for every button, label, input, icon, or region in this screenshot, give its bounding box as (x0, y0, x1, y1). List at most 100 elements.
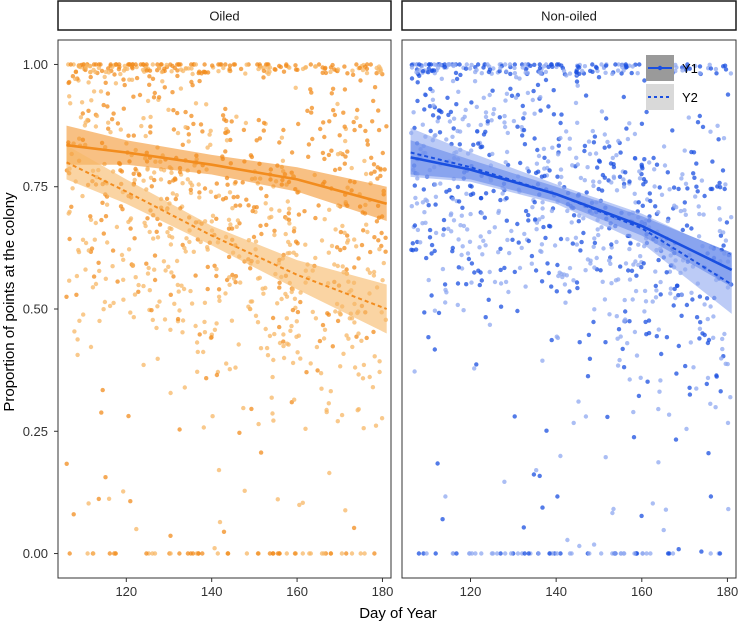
data-point (458, 72, 463, 78)
data-point (313, 255, 318, 261)
data-point (93, 124, 99, 129)
data-point (674, 371, 679, 376)
data-point (321, 120, 326, 125)
data-point (132, 177, 137, 183)
data-point (182, 385, 187, 390)
data-point (377, 369, 382, 375)
data-point (352, 265, 357, 270)
data-point (717, 228, 723, 234)
data-point (708, 551, 713, 556)
data-point (91, 89, 97, 94)
data-point (456, 237, 461, 242)
data-point (609, 281, 614, 286)
data-point (461, 308, 466, 313)
data-point (118, 168, 123, 173)
data-point (328, 389, 333, 394)
data-point (277, 208, 282, 213)
data-point (409, 76, 415, 81)
data-point (147, 74, 152, 79)
data-point (708, 66, 714, 71)
data-point (654, 334, 659, 339)
data-point (147, 229, 152, 235)
data-point (691, 150, 697, 155)
data-point (721, 136, 727, 141)
data-point (134, 75, 140, 81)
data-point (281, 69, 287, 74)
data-point (178, 67, 184, 72)
data-point (66, 211, 71, 216)
data-point (88, 217, 94, 222)
data-point (631, 435, 637, 440)
data-point (444, 137, 449, 142)
data-point (182, 245, 187, 251)
data-point (530, 97, 535, 103)
data-point (534, 161, 540, 166)
data-point (376, 108, 381, 113)
data-point (183, 125, 188, 130)
data-point (453, 70, 459, 76)
data-point (180, 181, 185, 186)
data-point (67, 551, 72, 556)
data-point (531, 88, 536, 94)
data-point (465, 227, 470, 232)
data-point (244, 62, 249, 67)
data-point (364, 222, 369, 227)
data-point (722, 331, 727, 337)
data-point (91, 62, 97, 67)
data-point (666, 412, 672, 417)
data-point (515, 124, 520, 129)
data-point (508, 551, 514, 556)
data-point (487, 322, 493, 327)
data-point (427, 235, 433, 240)
data-point (357, 65, 363, 71)
data-point (148, 175, 154, 180)
data-point (564, 273, 569, 278)
data-point (253, 313, 259, 318)
data-point (157, 299, 162, 304)
data-point (187, 239, 192, 245)
data-point (611, 175, 617, 181)
data-point (454, 76, 460, 82)
data-point (502, 479, 507, 484)
data-point (483, 114, 489, 120)
data-point (558, 236, 564, 242)
data-point (346, 336, 351, 341)
data-point (333, 227, 338, 232)
data-point (303, 426, 308, 431)
data-point (67, 278, 72, 283)
data-point (79, 100, 85, 105)
data-point (447, 62, 452, 67)
data-point (246, 203, 251, 208)
data-point (618, 551, 623, 556)
data-point (261, 75, 266, 80)
data-point (347, 316, 352, 321)
data-point (642, 288, 648, 294)
data-point (689, 226, 694, 231)
data-point (378, 173, 383, 179)
data-point (682, 148, 687, 153)
data-point (517, 265, 523, 271)
data-point (665, 551, 671, 556)
data-point (696, 234, 702, 239)
x-tick-label: 120 (115, 584, 137, 599)
data-point (256, 117, 261, 123)
data-point (657, 185, 662, 190)
data-point (290, 360, 296, 366)
data-point (150, 317, 155, 323)
data-point (710, 159, 715, 164)
data-point (426, 277, 431, 283)
data-point (632, 131, 638, 137)
data-point (322, 217, 327, 222)
data-point (459, 213, 464, 218)
data-point (500, 191, 505, 196)
data-point (152, 267, 157, 272)
data-point (75, 337, 80, 342)
data-point (537, 70, 543, 75)
data-point (517, 76, 522, 81)
data-point (432, 347, 437, 352)
data-point (567, 146, 572, 151)
data-point (679, 313, 684, 318)
data-point (369, 155, 374, 160)
data-point (502, 124, 508, 130)
data-point (343, 154, 348, 159)
